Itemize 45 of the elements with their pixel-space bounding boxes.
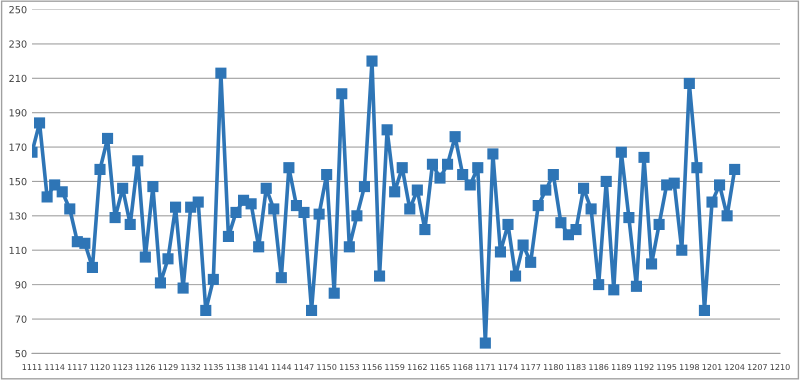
- x-tick-label: 1171: [476, 364, 495, 370]
- y-tick-label: 150: [10, 178, 26, 186]
- x-tick-label: 1159: [385, 364, 404, 370]
- x-tick-label: 1207: [748, 364, 767, 370]
- x-tick-label: 1129: [158, 364, 178, 370]
- x-tick-label: 1132: [181, 364, 200, 370]
- x-tick-label: 1126: [136, 364, 156, 370]
- y-tick-label: 130: [10, 212, 26, 220]
- x-tick-label: 1198: [680, 364, 700, 370]
- x-tick-label: 1144: [272, 364, 292, 370]
- x-tick-label: 1117: [68, 364, 87, 370]
- x-tick-label: 1168: [453, 364, 472, 370]
- x-tick-label: 1147: [294, 364, 314, 370]
- x-tick-label: 1201: [702, 364, 722, 370]
- x-tick-label: 1210: [770, 364, 790, 370]
- y-tick-label: 170: [10, 144, 26, 151]
- x-tick-label: 1165: [430, 364, 450, 370]
- x-tick-label: 1111: [22, 364, 42, 370]
- x-tick-label: 1114: [45, 364, 64, 370]
- x-tick-label: 1183: [566, 364, 586, 370]
- x-tick-label: 1192: [634, 364, 654, 370]
- x-tick-label: 1174: [498, 364, 518, 370]
- y-tick-label: 90: [15, 281, 26, 288]
- x-tick-label: 1204: [725, 364, 744, 370]
- y-tick-label: 190: [10, 109, 26, 116]
- x-tick-label: 1141: [249, 364, 268, 370]
- x-tick-label: 1138: [226, 364, 246, 370]
- y-tick-label: 230: [9, 40, 26, 48]
- y-tick-label: 110: [10, 246, 26, 254]
- x-tick-label: 1156: [362, 364, 382, 370]
- y-tick-label: 250: [9, 6, 26, 14]
- x-tick-label: 1189: [612, 364, 632, 370]
- y-tick-label: 50: [16, 350, 26, 358]
- x-tick-label: 1177: [521, 364, 540, 370]
- x-tick-label: 1186: [589, 364, 608, 370]
- x-tick-label: 1195: [657, 364, 676, 370]
- x-tick-label: 1162: [408, 364, 427, 370]
- x-tick-label: 1123: [113, 364, 132, 370]
- x-tick-label: 1150: [317, 364, 336, 370]
- x-tick-label: 1120: [90, 364, 110, 370]
- y-tick-label: 210: [9, 74, 26, 82]
- x-tick-label: 1135: [204, 364, 223, 370]
- x-tick-label: 1180: [544, 364, 564, 370]
- y-tick-label: 70: [16, 315, 26, 323]
- x-tick-label: 1153: [340, 364, 359, 370]
